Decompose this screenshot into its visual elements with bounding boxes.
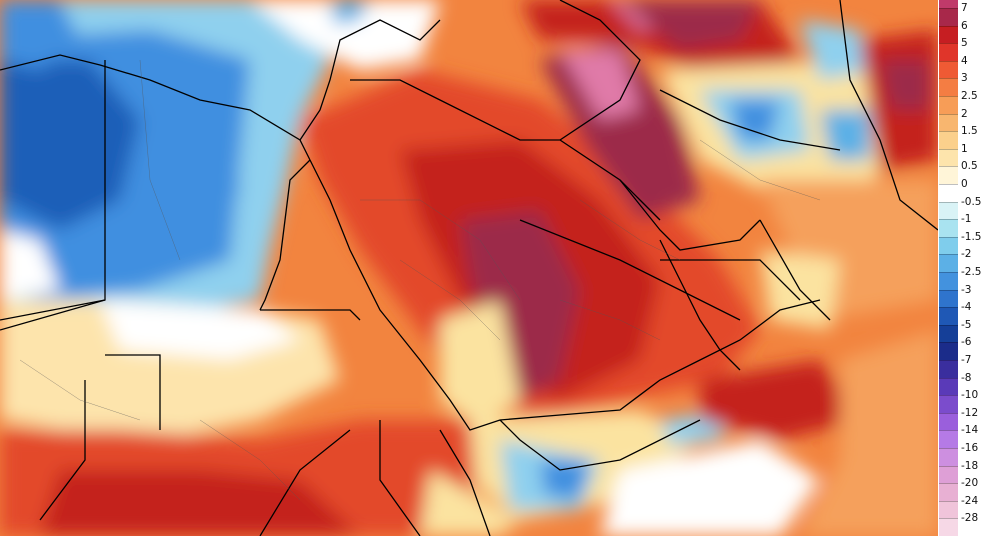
country-borders bbox=[0, 0, 938, 536]
legend-item: -12 bbox=[938, 407, 992, 431]
legend-swatch bbox=[939, 483, 958, 501]
province-borders bbox=[19, 59, 821, 501]
legend-item: -2.5 bbox=[938, 266, 992, 290]
legend-label: 2 bbox=[961, 107, 968, 120]
legend-item: 3 bbox=[938, 72, 992, 96]
legend-item: -2 bbox=[938, 248, 992, 272]
legend-item: 8 bbox=[938, 0, 992, 8]
legend-item: -1 bbox=[938, 213, 992, 237]
legend-item: 4 bbox=[938, 55, 992, 79]
legend-label: -2.5 bbox=[961, 266, 982, 278]
legend-swatch bbox=[939, 412, 958, 431]
legend-label: -10 bbox=[961, 389, 979, 402]
legend-item: 1 bbox=[938, 143, 992, 167]
legend-swatch bbox=[939, 166, 958, 184]
legend-label: 2.5 bbox=[961, 90, 978, 102]
legend-item: 5 bbox=[938, 37, 992, 61]
legend-label: 3 bbox=[961, 72, 968, 85]
legend-item: 6 bbox=[938, 20, 992, 44]
legend-swatch bbox=[939, 60, 958, 79]
legend-item: 7 bbox=[938, 2, 992, 26]
legend-label: -0.5 bbox=[961, 195, 982, 208]
legend-item: -20 bbox=[938, 477, 992, 501]
legend-label: 0.5 bbox=[961, 160, 978, 173]
legend-label: -18 bbox=[961, 459, 979, 472]
legend-swatch bbox=[939, 148, 958, 167]
legend-swatch bbox=[939, 377, 958, 396]
legend-swatch bbox=[939, 219, 958, 237]
anomaly-map bbox=[0, 0, 938, 536]
legend-item: -1.5 bbox=[938, 231, 992, 255]
legend-swatch bbox=[939, 430, 958, 448]
legend-swatch bbox=[939, 25, 958, 44]
legend-swatch bbox=[939, 96, 958, 114]
legend-item: -14 bbox=[938, 424, 992, 448]
legend-label: 5 bbox=[961, 37, 968, 50]
legend-label: -4 bbox=[961, 301, 972, 314]
legend-swatch bbox=[939, 289, 958, 308]
legend-item: -8 bbox=[938, 372, 992, 396]
legend-swatch bbox=[939, 254, 958, 272]
legend-swatch bbox=[939, 342, 958, 360]
legend-label: 0 bbox=[961, 178, 968, 190]
legend-swatch bbox=[939, 201, 958, 220]
legend-label: 6 bbox=[961, 19, 968, 32]
legend-label: -1 bbox=[961, 213, 972, 226]
legend-item: -7 bbox=[938, 354, 992, 378]
legend-item: -3 bbox=[938, 284, 992, 308]
legend-swatch bbox=[939, 360, 958, 378]
legend-label: -6 bbox=[961, 336, 972, 349]
legend-label: -24 bbox=[961, 494, 979, 507]
legend-label: -5 bbox=[961, 318, 972, 331]
legend-label: -1.5 bbox=[961, 230, 982, 243]
legend-label: -20 bbox=[961, 477, 979, 490]
legend-swatch bbox=[939, 307, 958, 325]
legend-item: -10 bbox=[938, 389, 992, 413]
legend-label: -16 bbox=[961, 442, 979, 454]
legend-label: -12 bbox=[961, 406, 979, 419]
legend-swatch bbox=[939, 78, 958, 96]
legend-item: 0.5 bbox=[938, 160, 992, 184]
legend-label: 4 bbox=[961, 54, 968, 67]
legend-swatch bbox=[939, 272, 958, 290]
legend-item: 2 bbox=[938, 108, 992, 132]
legend-label: 1 bbox=[961, 142, 968, 155]
legend-swatch bbox=[939, 236, 958, 255]
legend-swatch bbox=[939, 465, 958, 484]
legend-label: 1.5 bbox=[961, 125, 978, 138]
legend-swatch bbox=[939, 518, 958, 536]
legend-swatch bbox=[939, 448, 958, 466]
legend-item: -5 bbox=[938, 319, 992, 343]
legend-swatch bbox=[939, 324, 958, 343]
legend-swatch bbox=[939, 8, 958, 26]
legend-swatch bbox=[939, 113, 958, 132]
legend-label: 7 bbox=[961, 2, 968, 14]
legend-label: -2 bbox=[961, 248, 972, 261]
legend-swatch bbox=[939, 500, 958, 519]
legend-swatch bbox=[939, 0, 958, 8]
legend-swatch bbox=[939, 43, 958, 61]
legend-item: 2.5 bbox=[938, 90, 992, 114]
anomaly-map-svg bbox=[0, 0, 938, 536]
legend-item: -16 bbox=[938, 442, 992, 466]
legend-item: -28 bbox=[938, 512, 992, 536]
legend-label: -3 bbox=[961, 283, 972, 296]
legend-item: -0.5 bbox=[938, 196, 992, 220]
color-scale-legend: 87 6 5 4 3 2.5 2 1.5 1 0.5 0 -0.5 -1 -1.5 -2 -2.5 -3 -4 -5… bbox=[938, 0, 992, 536]
legend-item: -18 bbox=[938, 460, 992, 484]
legend-item: 0 bbox=[938, 178, 992, 202]
legend-item: -4 bbox=[938, 301, 992, 325]
legend-label: -7 bbox=[961, 354, 972, 366]
legend-swatch bbox=[939, 184, 958, 202]
legend-swatch bbox=[939, 395, 958, 413]
legend-item: -6 bbox=[938, 336, 992, 360]
legend-item: -24 bbox=[938, 495, 992, 519]
legend-label: -14 bbox=[961, 424, 979, 437]
legend-swatch bbox=[939, 131, 958, 149]
legend-item: 1.5 bbox=[938, 125, 992, 149]
legend-label: -8 bbox=[961, 371, 972, 384]
legend-label: -28 bbox=[961, 512, 979, 525]
